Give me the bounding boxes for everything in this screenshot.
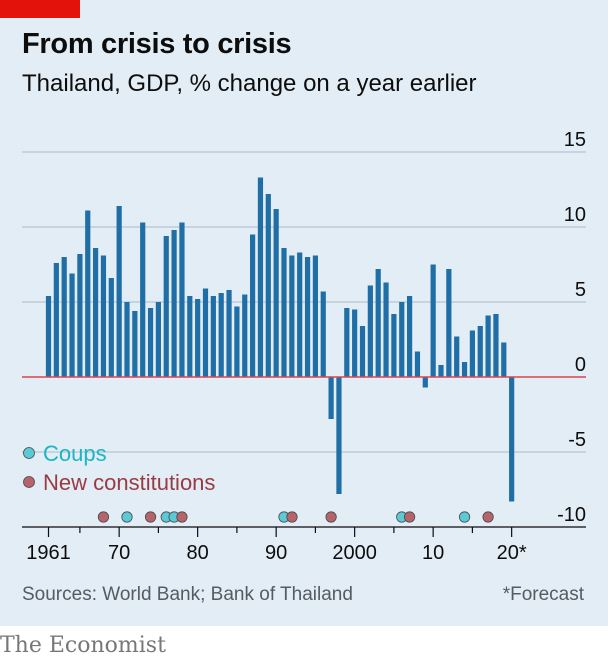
bar — [407, 296, 413, 377]
y-tick-label: 10 — [564, 204, 586, 226]
constitution-marker — [403, 511, 416, 523]
y-tick-label: 0 — [575, 354, 586, 376]
y-tick-label: -10 — [557, 504, 586, 526]
bar — [163, 236, 169, 377]
bar — [367, 285, 373, 377]
bar — [461, 362, 468, 377]
x-tick-label: 10 — [422, 542, 444, 564]
bar-chart: 15 10 5 0 -5 -10 1961 70 80 90 2000 10 20* Coups New… — [22, 129, 586, 564]
constitution-marker — [176, 511, 188, 523]
constitution-marker — [144, 511, 157, 523]
bar — [132, 311, 138, 377]
coup-marker — [121, 511, 133, 523]
bar — [438, 365, 444, 377]
bar — [242, 294, 248, 377]
bar — [509, 377, 515, 502]
bar — [93, 248, 99, 377]
bar — [469, 330, 475, 377]
bar — [430, 264, 436, 377]
chart-subtitle: Thailand, GDP, % change on a year earlie… — [22, 70, 477, 97]
x-tick-label: 80 — [187, 542, 209, 564]
bar — [501, 342, 507, 377]
x-tick-label: 1961 — [26, 542, 71, 564]
bar — [320, 291, 326, 377]
coup-marker — [458, 511, 471, 523]
bar — [250, 234, 256, 377]
bar — [155, 302, 161, 377]
source-note: Sources: World Bank; Bank of Thailand — [22, 584, 353, 605]
bar — [477, 326, 483, 377]
bar — [147, 308, 154, 377]
legend-marker — [23, 476, 35, 488]
constitution-marker — [97, 511, 110, 523]
event-dots — [97, 511, 494, 523]
bar — [140, 222, 146, 377]
bar — [45, 296, 52, 377]
legend-label: New constitutions — [43, 470, 215, 495]
bar — [399, 302, 405, 377]
x-tick-label: 90 — [265, 542, 287, 564]
bar — [77, 254, 83, 377]
bar — [485, 315, 491, 377]
bar — [359, 326, 366, 377]
bar — [328, 377, 334, 419]
chart-title: From crisis to crisis — [22, 28, 292, 60]
bar — [195, 299, 201, 377]
bar — [446, 269, 452, 377]
constitution-marker — [482, 511, 494, 523]
bar — [257, 177, 264, 377]
bar — [414, 351, 421, 377]
x-tick-label: 70 — [108, 542, 130, 564]
bar — [202, 288, 209, 377]
constitution-marker — [286, 511, 298, 523]
bar — [454, 336, 460, 377]
x-tick-label: 20* — [497, 542, 527, 564]
bars — [45, 177, 515, 502]
bar — [289, 255, 295, 377]
bar — [187, 296, 193, 377]
x-tick-label: 2000 — [332, 542, 377, 564]
brand-red-tag — [0, 0, 80, 18]
bar — [61, 257, 67, 377]
legend-label: Coups — [43, 441, 107, 466]
gridlines: 15 10 5 0 -5 -10 — [22, 129, 586, 526]
bar — [234, 306, 240, 377]
bar — [116, 206, 122, 377]
bar — [226, 290, 232, 377]
bar — [85, 210, 91, 377]
forecast-note: *Forecast — [502, 584, 584, 605]
bar — [171, 230, 177, 377]
bar — [336, 377, 342, 494]
bar — [352, 309, 358, 377]
bar — [179, 222, 185, 377]
constitution-marker — [325, 511, 337, 523]
bar — [124, 302, 130, 377]
brand-wordmark: The Economist — [0, 633, 166, 658]
bar — [100, 255, 107, 377]
legend-marker — [23, 447, 35, 459]
bar — [69, 273, 75, 377]
y-tick-label: -5 — [568, 429, 586, 451]
y-tick-label: 15 — [564, 129, 586, 151]
bar — [422, 377, 428, 388]
bar — [108, 278, 114, 377]
bar — [344, 308, 350, 377]
bar — [312, 255, 318, 377]
y-tick-label: 5 — [575, 279, 586, 301]
bar — [493, 314, 499, 377]
bar — [265, 194, 271, 377]
bar — [383, 282, 389, 377]
bar — [375, 269, 381, 377]
bar — [297, 252, 303, 377]
bar — [281, 248, 287, 377]
bar — [273, 209, 279, 377]
bar — [218, 293, 224, 377]
legend: Coups New constitutions — [23, 441, 215, 495]
bar — [210, 296, 216, 377]
bar — [391, 314, 397, 377]
bar — [53, 263, 59, 377]
x-axis: 1961 70 80 90 2000 10 20* — [22, 526, 586, 564]
bar — [304, 257, 311, 377]
